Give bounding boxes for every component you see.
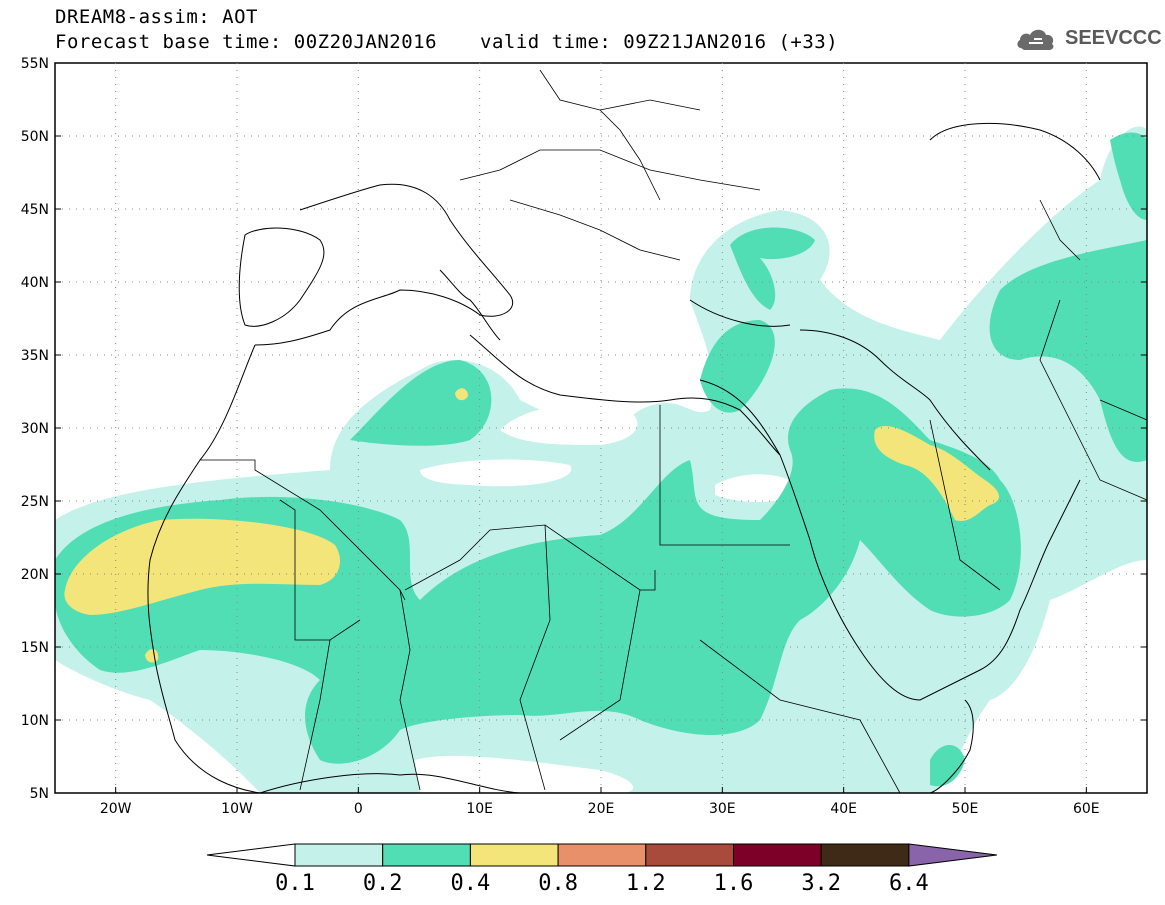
lat-label: 5N <box>30 786 49 802</box>
valid-time: valid time: 09Z21JAN2016 (+33) <box>480 31 839 53</box>
colorbar-label: 1.6 <box>714 871 754 896</box>
colorbar-label: 3.2 <box>801 871 841 896</box>
longitude-labels: 20W 10W 0 10E 20E 30E 40E 50E 60E <box>100 801 1100 817</box>
lat-label: 40N <box>21 275 49 291</box>
colorbar-label: 6.4 <box>889 871 929 896</box>
lat-label: 55N <box>21 56 49 72</box>
lat-label: 10N <box>21 713 49 729</box>
cloud-logo-icon <box>1017 29 1054 50</box>
lon-label: 10E <box>466 801 493 817</box>
lon-label: 30E <box>709 801 736 817</box>
lon-label: 10W <box>221 801 253 817</box>
colorbar-bin <box>557 843 647 867</box>
colorbar: 0.1 0.2 0.4 0.8 1.2 1.6 3.2 6.4 <box>206 843 997 896</box>
logo-text: SEEVCCC <box>1065 27 1162 49</box>
tick-marks <box>55 62 1147 794</box>
latitude-labels: 55N 50N 45N 40N 35N 30N 25N 20N 15N 10N 5N <box>21 56 49 802</box>
lat-label: 45N <box>21 202 49 218</box>
colorbar-bin <box>294 843 384 867</box>
colorbar-label: 0.4 <box>451 871 491 896</box>
political-borders <box>200 69 1148 794</box>
lon-label: 60E <box>1073 801 1100 817</box>
lat-label: 30N <box>21 421 49 437</box>
lon-label: 40E <box>830 801 857 817</box>
chart-title: DREAM8-assim: AOT <box>55 6 258 28</box>
coastlines <box>147 123 1101 794</box>
aot-level-0.4 <box>64 388 1000 663</box>
lat-label: 35N <box>21 348 49 364</box>
lon-label: 20W <box>100 801 132 817</box>
aot-level-0.2 <box>55 132 1147 787</box>
colorbar-under-arrow <box>206 843 296 867</box>
lon-label: 20E <box>588 801 615 817</box>
lat-label: 50N <box>21 129 49 145</box>
colorbar-label: 1.2 <box>626 871 666 896</box>
colorbar-bin <box>645 843 734 867</box>
colorbar-bin <box>382 843 471 867</box>
colorbar-label: 0.1 <box>275 871 315 896</box>
graticule <box>55 63 1147 793</box>
colorbar-bin <box>820 843 910 867</box>
colorbar-label: 0.8 <box>538 871 578 896</box>
colorbar-label: 0.2 <box>363 871 403 896</box>
lat-label: 20N <box>21 567 49 583</box>
lat-label: 15N <box>21 640 49 656</box>
lat-label: 25N <box>21 494 49 510</box>
colorbar-over-arrow <box>908 843 997 867</box>
lon-label: 50E <box>952 801 979 817</box>
forecast-base-time: Forecast base time: 00Z20JAN2016 <box>55 31 438 53</box>
colorbar-bin <box>733 843 822 867</box>
colorbar-bin <box>469 843 559 867</box>
lon-label: 0 <box>354 801 363 817</box>
